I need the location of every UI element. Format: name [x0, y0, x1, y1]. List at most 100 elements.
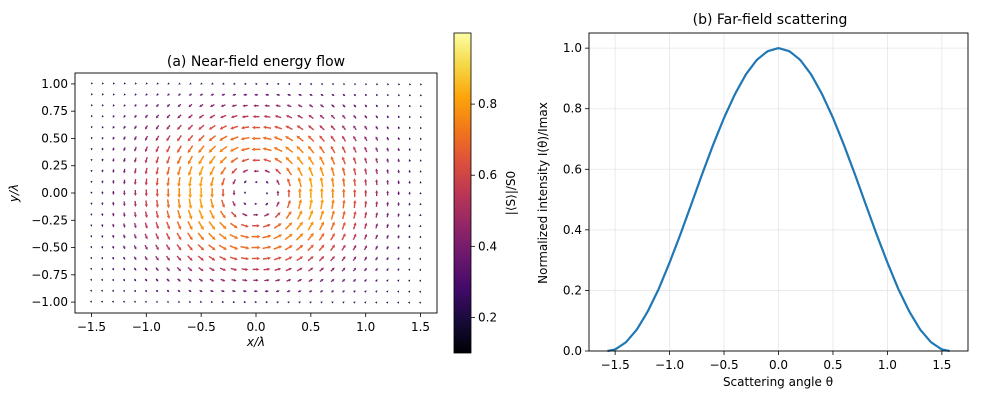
quiver-arrow — [242, 212, 248, 217]
quiver-arrow-shaft — [365, 116, 368, 119]
quiver-arrow-shaft — [166, 210, 170, 217]
quiver-arrow — [386, 125, 389, 130]
quiver-arrow-shaft — [352, 269, 356, 272]
colorbar-frame — [453, 32, 472, 354]
quiver-arrow — [243, 93, 247, 96]
quiver-arrow — [90, 213, 93, 216]
quiver-arrow-head — [112, 115, 115, 118]
quiver-arrow — [252, 267, 260, 271]
quiver-arrow-head — [408, 235, 411, 238]
quiver-arrow — [252, 115, 260, 119]
quiver-arrow-head — [245, 224, 249, 228]
quiver-arrow-head — [166, 115, 170, 119]
quiver-arrow-head — [419, 159, 422, 162]
quiver-arrow-head — [321, 256, 325, 260]
quiver-arrow — [230, 125, 239, 130]
quiver-arrow-head — [309, 93, 312, 97]
quiver-arrow-head — [386, 290, 389, 293]
quiver-arrow — [134, 93, 137, 96]
quiver-arrow-head — [342, 244, 346, 248]
quiver-arrow — [200, 82, 203, 85]
far-field-x-tick-label: 1.0 — [878, 358, 897, 372]
quiver-arrow-shaft — [298, 147, 304, 154]
quiver-arrow — [112, 136, 115, 140]
quiver-arrow — [198, 278, 204, 282]
quiver-arrow-head — [397, 126, 400, 129]
quiver-arrow-head — [123, 214, 126, 218]
near-field-y-tick-label: 1.00 — [41, 77, 68, 91]
quiver-arrow — [408, 235, 411, 239]
quiver-arrow-head — [386, 234, 389, 238]
quiver-arrow-head — [386, 279, 389, 282]
quiver-arrow-head — [155, 171, 159, 175]
quiver-arrow-head — [254, 93, 257, 97]
quiver-arrow — [232, 289, 236, 293]
quiver-arrow-head — [90, 246, 93, 249]
quiver-arrow-head — [386, 104, 390, 108]
quiver-arrow-shaft — [243, 136, 250, 140]
quiver-arrow-head — [309, 301, 312, 304]
quiver-arrow-head — [134, 93, 137, 96]
quiver-arrow-head — [353, 156, 357, 161]
quiver-arrow-head — [330, 177, 335, 181]
quiver-arrow-shaft — [187, 232, 192, 238]
quiver-arrow — [166, 145, 171, 153]
quiver-arrow-shaft — [232, 157, 239, 162]
quiver-arrow — [254, 300, 258, 304]
quiver-arrow — [177, 300, 181, 303]
quiver-arrow-head — [330, 145, 334, 150]
quiver-arrow-head — [263, 158, 267, 162]
quiver-arrow-head — [276, 179, 280, 183]
quiver-arrow-head — [342, 104, 345, 107]
quiver-arrow-shaft — [352, 235, 356, 241]
quiver-arrow-head — [209, 183, 214, 188]
quiver-arrow-head — [209, 171, 214, 176]
quiver-arrow — [111, 300, 114, 303]
quiver-arrow-head — [177, 183, 181, 187]
quiver-arrow-head — [198, 137, 202, 142]
quiver-arrow-shaft — [364, 214, 367, 219]
quiver-arrow-head — [265, 180, 269, 184]
quiver-arrow-shaft — [176, 267, 180, 270]
quiver-arrow — [197, 220, 204, 231]
quiver-arrow — [243, 289, 247, 293]
quiver-arrow — [240, 256, 250, 261]
quiver-arrow-shaft — [240, 257, 247, 260]
quiver-arrow — [408, 224, 411, 228]
quiver-arrow-shaft — [307, 235, 313, 241]
quiver-arrow — [408, 246, 411, 249]
quiver-arrow-head — [123, 115, 126, 118]
quiver-arrow-head — [287, 199, 291, 204]
quiver-arrow — [101, 191, 104, 195]
quiver-arrow-head — [409, 83, 412, 86]
quiver-arrow-shaft — [309, 147, 315, 154]
near-field-y-tick-label: −0.75 — [31, 268, 68, 282]
quiver-arrow — [330, 221, 335, 231]
quiver-arrow-head — [91, 82, 93, 85]
quiver-arrow — [155, 244, 159, 251]
quiver-arrow — [165, 232, 170, 241]
quiver-arrow-head — [299, 221, 303, 226]
quiver-arrow — [209, 209, 215, 220]
quiver-arrow — [167, 93, 170, 96]
quiver-arrow — [386, 168, 389, 174]
quiver-arrow — [90, 148, 93, 151]
quiver-arrow — [274, 212, 281, 218]
quiver-arrow-shaft — [232, 200, 235, 205]
quiver-arrow-head — [166, 126, 170, 130]
quiver-arrow-shaft — [243, 202, 246, 204]
quiver-arrow-head — [145, 115, 148, 119]
quiver-arrow — [341, 256, 346, 262]
quiver-arrow-head — [288, 233, 293, 238]
quiver-arrow-head — [275, 104, 279, 108]
quiver-arrow-head — [397, 301, 400, 304]
quiver-arrow-shaft — [296, 268, 301, 272]
quiver-arrow — [177, 155, 182, 165]
quiver-arrow — [274, 157, 283, 164]
quiver-arrow-head — [210, 93, 214, 96]
quiver-arrow-head — [101, 246, 104, 249]
quiver-arrow-head — [221, 182, 225, 187]
quiver-arrow — [341, 156, 346, 165]
quiver-arrow-head — [166, 215, 171, 220]
quiver-arrow-head — [273, 136, 278, 140]
